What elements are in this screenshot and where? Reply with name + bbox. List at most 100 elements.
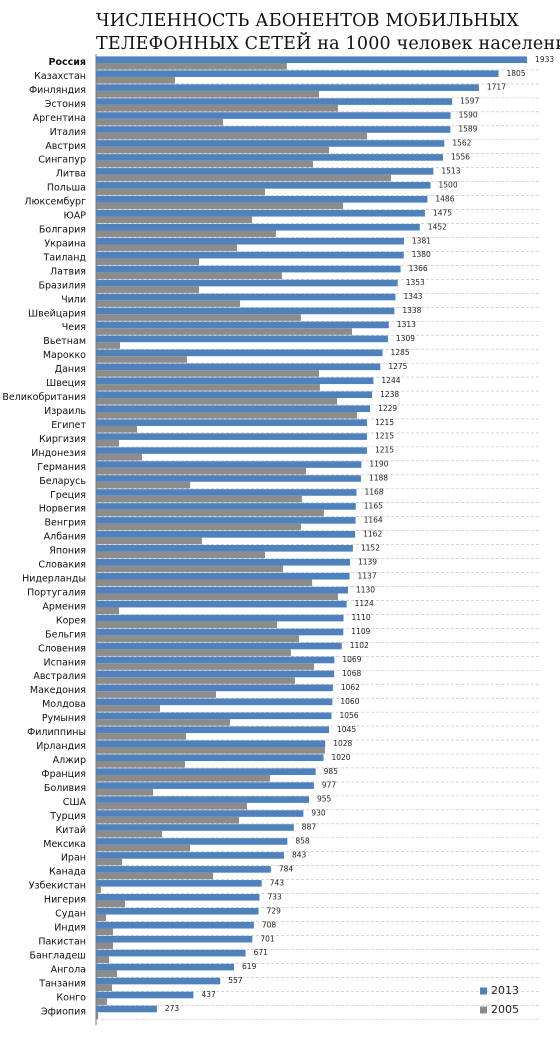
bar — [96, 733, 187, 740]
bar — [96, 921, 254, 929]
bar — [96, 84, 479, 91]
value-label: 977 — [322, 781, 337, 790]
bar — [96, 628, 344, 636]
bar — [96, 412, 357, 419]
category-label: Финляндия — [29, 85, 86, 96]
bar — [96, 56, 528, 63]
value-label: 619 — [242, 962, 257, 971]
value-label: 1028 — [333, 739, 352, 748]
bar — [96, 991, 194, 999]
bar — [96, 866, 271, 873]
category-label: Беларусь — [39, 476, 86, 487]
bar — [96, 90, 319, 98]
value-label: 1062 — [341, 683, 360, 692]
category-label: Алжир — [53, 755, 86, 766]
value-label: 1275 — [388, 362, 407, 371]
bar — [96, 998, 107, 1005]
bar — [96, 914, 107, 922]
category-label: Латвия — [50, 266, 86, 277]
bar — [96, 712, 332, 720]
value-label: 1556 — [451, 153, 470, 162]
value-label: 1045 — [337, 725, 356, 734]
category-label: Турция — [49, 811, 86, 822]
value-label: 1500 — [439, 180, 458, 189]
category-label: Мексика — [43, 839, 86, 850]
value-label: 1215 — [375, 446, 394, 455]
category-label: Словакия — [38, 560, 86, 571]
category-label: Таиланд — [43, 252, 87, 263]
value-label: 1381 — [412, 236, 431, 245]
category-label: Танзания — [38, 978, 86, 989]
category-label: Португалия — [27, 587, 86, 598]
bar — [96, 761, 185, 768]
bar — [96, 886, 101, 894]
category-label: Албания — [44, 532, 86, 543]
bar — [96, 398, 338, 405]
category-label: Аргентина — [33, 113, 86, 124]
value-label: 273 — [165, 1004, 180, 1013]
category-label: Дания — [55, 364, 86, 375]
value-label: 1475 — [433, 208, 452, 217]
bar — [96, 370, 319, 377]
value-label: 671 — [254, 948, 269, 957]
value-label: 1110 — [352, 613, 371, 622]
bar — [96, 503, 356, 510]
category-label: Швейцария — [28, 308, 86, 319]
bar — [96, 112, 451, 119]
value-label: 1309 — [396, 334, 415, 343]
category-label: Китай — [56, 825, 86, 836]
bar — [96, 977, 221, 985]
bar — [96, 670, 335, 678]
bar — [96, 531, 356, 538]
value-label: 887 — [302, 823, 317, 832]
legend-swatch — [480, 987, 487, 995]
category-label: Германия — [37, 462, 86, 473]
bar — [96, 788, 154, 796]
value-label: 1102 — [350, 641, 369, 650]
category-label: Россия — [48, 57, 86, 68]
bar — [96, 600, 347, 608]
bar — [96, 223, 420, 231]
legend-label: 2013 — [491, 984, 519, 997]
value-label: 1130 — [356, 585, 375, 594]
bar — [96, 852, 284, 859]
bar — [96, 140, 445, 147]
category-label: ЮАР — [64, 211, 87, 222]
category-label: Австрия — [45, 141, 86, 152]
bar — [96, 558, 350, 566]
bar — [96, 196, 428, 203]
value-label: 1060 — [340, 697, 359, 706]
category-label: Казахстан — [34, 71, 86, 82]
legend-swatch — [480, 1006, 487, 1014]
bar — [96, 635, 299, 642]
category-label: Франция — [41, 769, 86, 780]
bar — [96, 586, 348, 594]
category-label: Словения — [38, 643, 86, 654]
bar — [96, 146, 330, 154]
bar — [96, 768, 316, 775]
category-label: Израиль — [44, 406, 86, 417]
value-label: 843 — [292, 851, 307, 860]
bar — [96, 663, 315, 670]
category-label: Болгария — [39, 225, 86, 236]
bar — [96, 754, 324, 761]
category-label: Венгрия — [45, 518, 86, 529]
value-label: 1124 — [355, 599, 374, 608]
bar — [96, 810, 304, 817]
bar — [96, 796, 309, 803]
category-label: Марокко — [43, 350, 86, 361]
bar — [96, 293, 396, 301]
category-label: Ирландия — [36, 741, 86, 752]
bar — [96, 433, 367, 440]
bar — [96, 872, 214, 880]
category-label: Румыния — [42, 713, 86, 724]
category-label: Греция — [50, 490, 86, 501]
value-label: 1452 — [428, 222, 447, 231]
bar — [96, 1012, 99, 1019]
value-label: 1343 — [403, 292, 422, 301]
category-label: Великобритания — [2, 392, 86, 403]
bar — [96, 216, 253, 224]
bar — [96, 419, 367, 426]
value-label: 858 — [295, 837, 310, 846]
value-label: 1717 — [487, 83, 506, 92]
